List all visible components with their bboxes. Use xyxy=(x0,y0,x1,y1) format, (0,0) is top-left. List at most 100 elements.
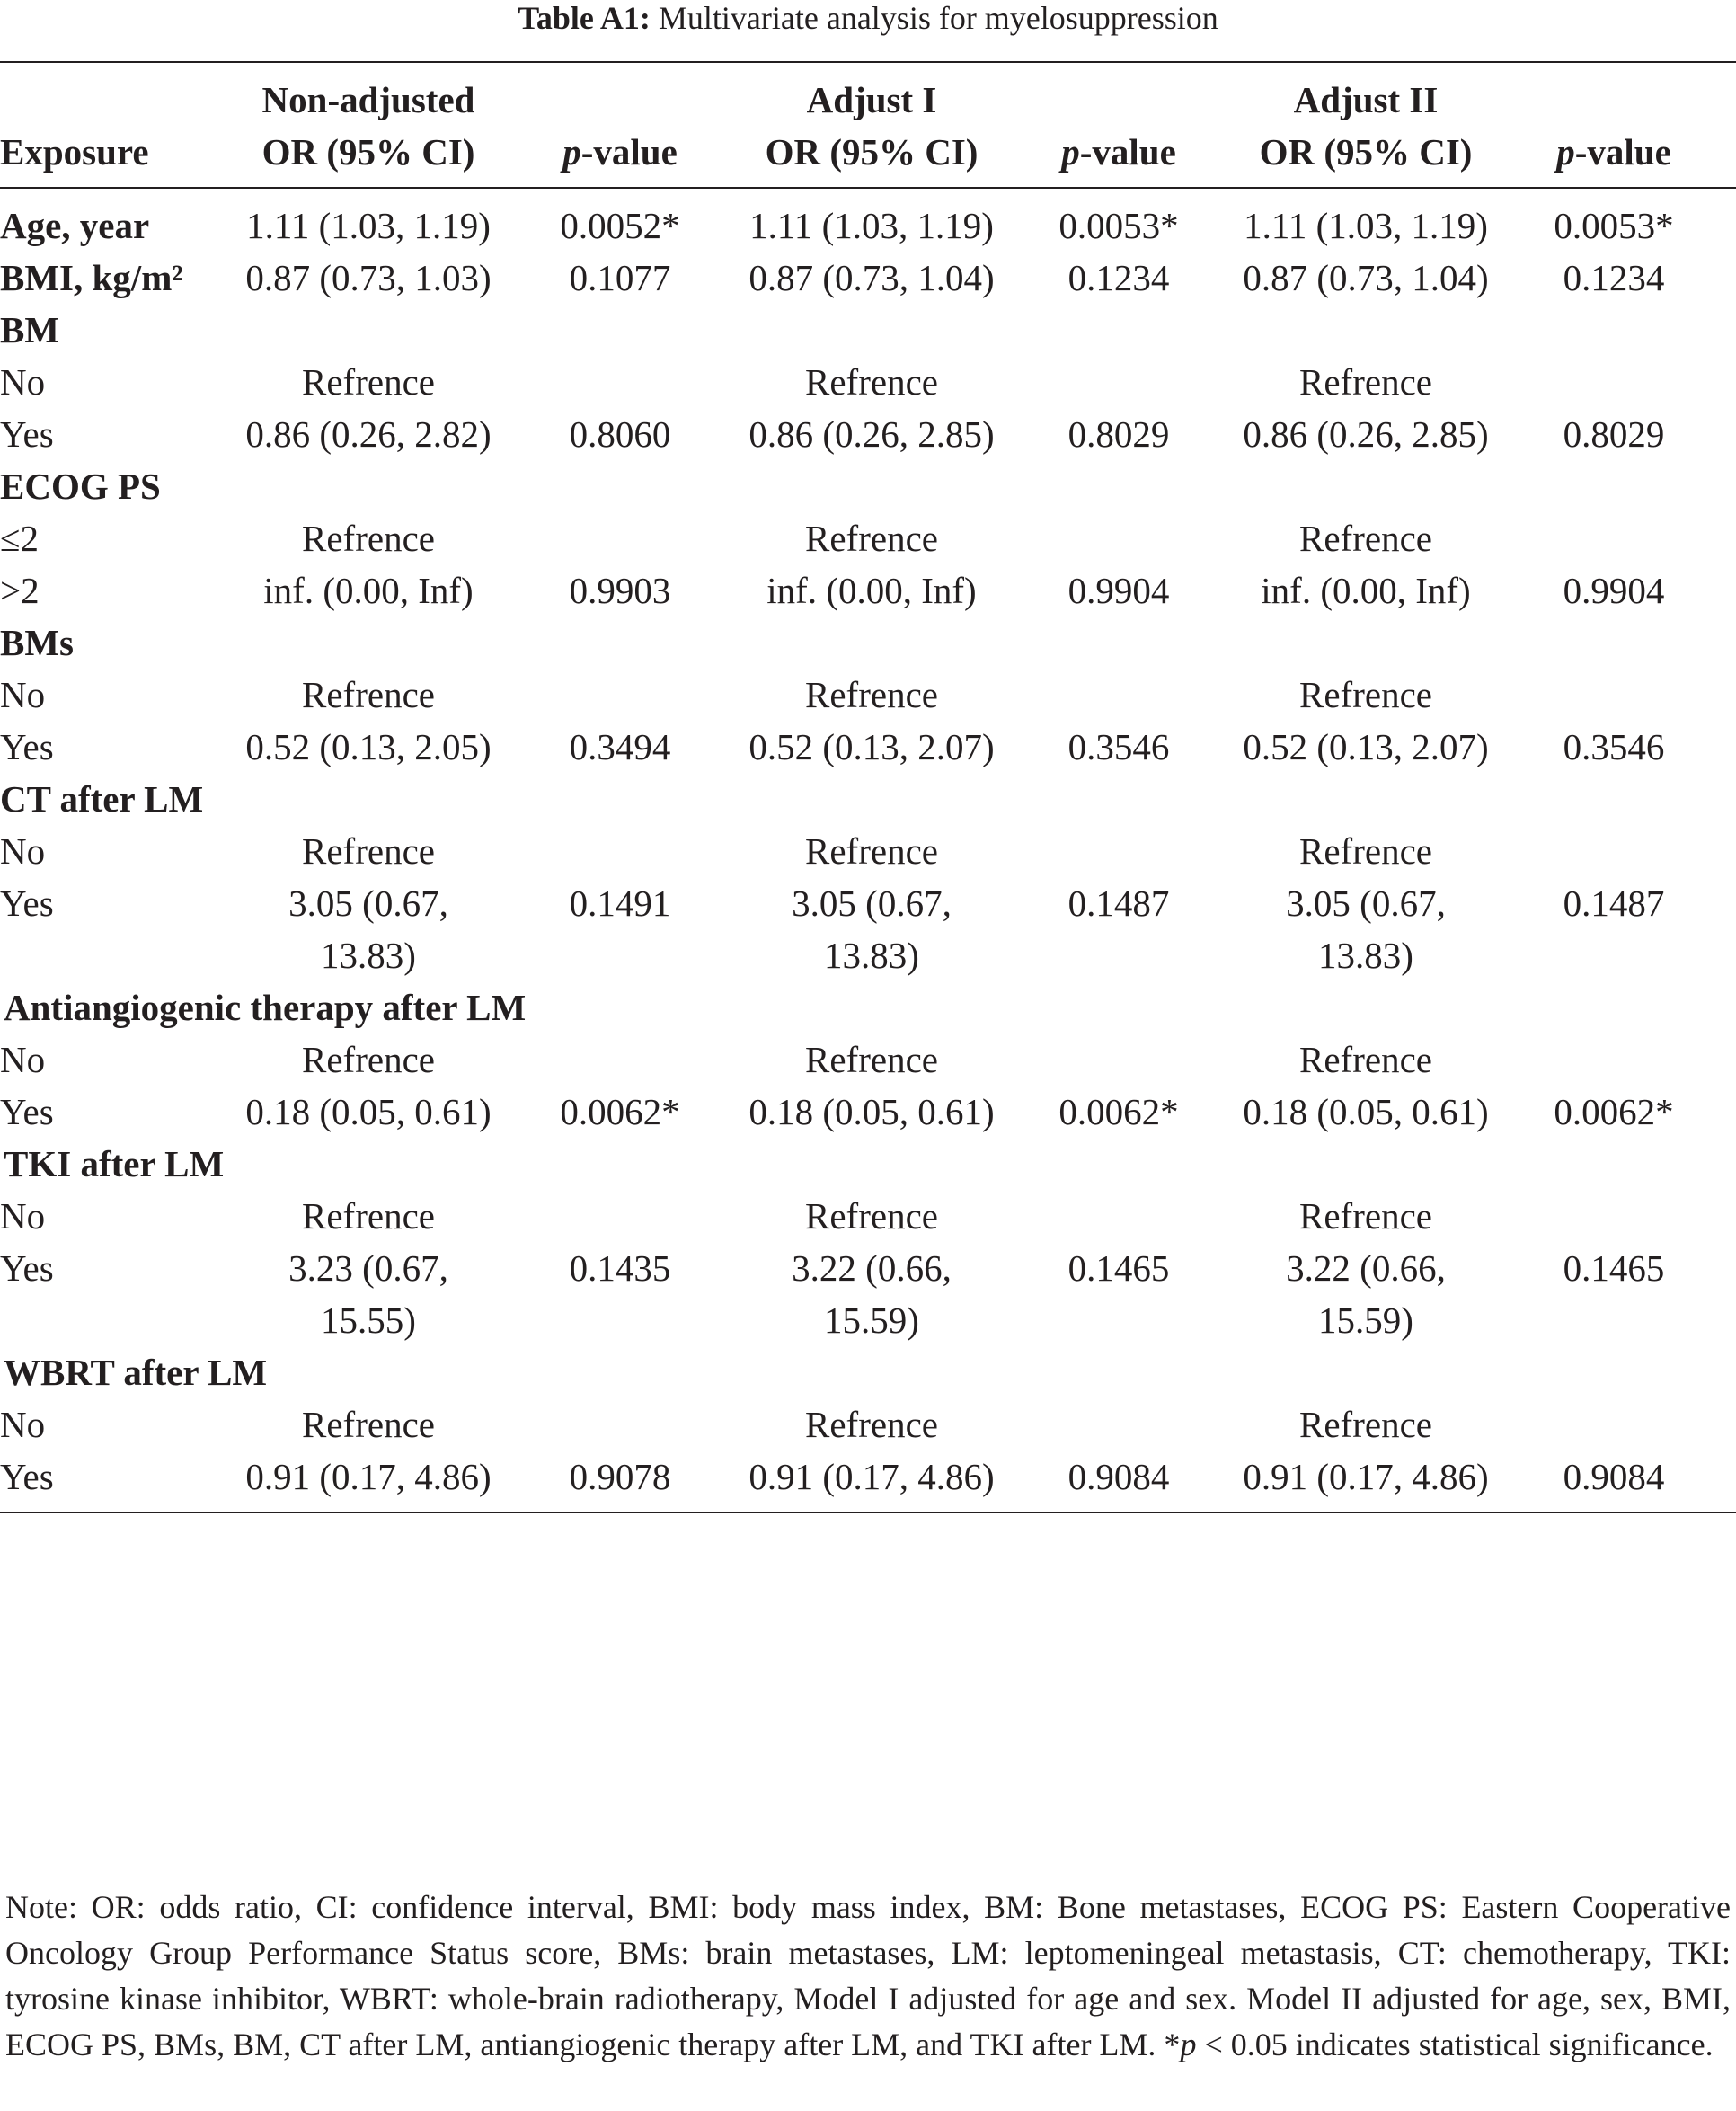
empty-cell xyxy=(494,981,746,1033)
p-value-cell: 0.0062* xyxy=(1058,1091,1179,1132)
header-model2-or: Adjust I OR (95% CI) xyxy=(746,62,997,188)
variable-row: Antiangiogenic therapy after LM xyxy=(0,981,1736,1033)
empty-cell xyxy=(746,460,997,512)
p-value-cell: 0.1487 xyxy=(1067,883,1170,924)
empty-cell xyxy=(997,460,1240,512)
empty-cell xyxy=(746,1138,997,1190)
empty-cell xyxy=(1240,616,1492,669)
header-model3-or: Adjust II OR (95% CI) xyxy=(1240,62,1492,188)
variable-label: BMI, kg/m² xyxy=(0,257,183,298)
odds-ratio-cell: 3.05 (0.67, 13.83) xyxy=(288,883,448,976)
variable-row: WBRT after LM xyxy=(0,1346,1736,1398)
empty-cell xyxy=(243,616,494,669)
results-table: Exposure Non-adjusted OR (95% CI) p-valu… xyxy=(0,61,1736,1513)
level-label: No xyxy=(0,1195,46,1237)
p-value-cell: 0.1077 xyxy=(569,257,671,298)
empty-cell xyxy=(243,460,494,512)
empty-cell xyxy=(997,981,1240,1033)
header-model2-title: Adjust I xyxy=(806,79,937,120)
variable-label: Age, year xyxy=(0,205,150,246)
header-model3-p: p-value xyxy=(1556,131,1671,173)
p-value-cell: 0.3546 xyxy=(1563,726,1665,767)
level-row: No Refrence Refrence Refrence xyxy=(0,1190,1736,1242)
p-value-cell: 0.1491 xyxy=(569,883,671,924)
p-value-cell: 0.1465 xyxy=(1563,1247,1665,1289)
empty-cell xyxy=(1240,460,1492,512)
p-value-cell xyxy=(997,1190,1240,1242)
level-label: Yes xyxy=(0,413,54,455)
empty-cell xyxy=(494,1346,746,1398)
odds-ratio-cell: Refrence xyxy=(1299,1195,1432,1237)
level-label: No xyxy=(0,361,46,403)
p-value-cell: 0.1465 xyxy=(1067,1247,1170,1289)
empty-cell xyxy=(1240,304,1492,356)
table-caption-text: Multivariate analysis for myelosuppressi… xyxy=(658,0,1218,36)
note-p-symbol: p xyxy=(1180,2027,1197,2062)
odds-ratio-cell: Refrence xyxy=(1299,1039,1432,1080)
odds-ratio-cell: 3.22 (0.66, 15.59) xyxy=(1286,1247,1446,1341)
p-value-cell: 0.9904 xyxy=(1563,570,1665,611)
odds-ratio-cell: Refrence xyxy=(302,1404,435,1445)
level-row: >2 inf. (0.00, Inf) 0.9903 inf. (0.00, Inf)… xyxy=(0,564,1736,616)
level-row: Yes 0.18 (0.05, 0.61) 0.0062* 0.18 (0.05, 0… xyxy=(0,1086,1736,1138)
odds-ratio-cell: Refrence xyxy=(805,674,938,715)
odds-ratio-cell: 0.91 (0.17, 4.86) xyxy=(748,1456,995,1497)
level-label: Yes xyxy=(0,1091,54,1132)
empty-cell xyxy=(494,773,746,825)
variable-label: CT after LM xyxy=(0,778,204,820)
p-value-cell xyxy=(494,1398,746,1450)
p-value-cell xyxy=(997,825,1240,877)
level-row: Yes 0.91 (0.17, 4.86) 0.9078 0.91 (0.17, 4.… xyxy=(0,1450,1736,1512)
empty-cell xyxy=(997,304,1240,356)
empty-cell xyxy=(1492,616,1736,669)
level-label: Yes xyxy=(0,726,54,767)
level-label: Yes xyxy=(0,1247,54,1289)
odds-ratio-cell: inf. (0.00, Inf) xyxy=(1261,570,1471,611)
header-model1-or: Non-adjusted OR (95% CI) xyxy=(243,62,494,188)
p-value-cell xyxy=(1492,356,1736,408)
odds-ratio-cell: 3.22 (0.66, 15.59) xyxy=(792,1247,952,1341)
level-row: No Refrence Refrence Refrence xyxy=(0,356,1736,408)
odds-ratio-cell: inf. (0.00, Inf) xyxy=(766,570,977,611)
odds-ratio-cell: 0.91 (0.17, 4.86) xyxy=(245,1456,492,1497)
empty-cell xyxy=(1492,981,1736,1033)
empty-cell xyxy=(746,1346,997,1398)
level-row: No Refrence Refrence Refrence xyxy=(0,825,1736,877)
odds-ratio-cell: 0.87 (0.73, 1.03) xyxy=(245,257,492,298)
empty-cell xyxy=(1240,773,1492,825)
odds-ratio-cell: 0.87 (0.73, 1.04) xyxy=(1243,257,1489,298)
p-value-cell xyxy=(997,1033,1240,1086)
header-model1-p: p-value xyxy=(562,131,678,173)
p-value-cell: 0.8029 xyxy=(1563,413,1665,455)
header-model3-or-label: OR (95% CI) xyxy=(1259,131,1473,173)
variable-row: TKI after LM xyxy=(0,1138,1736,1190)
odds-ratio-cell: 3.05 (0.67, 13.83) xyxy=(792,883,952,976)
empty-cell xyxy=(1492,304,1736,356)
variable-label: BM xyxy=(0,309,60,350)
table-caption: Table A1: Multivariate analysis for myel… xyxy=(0,0,1736,36)
odds-ratio-cell: 0.87 (0.73, 1.04) xyxy=(748,257,995,298)
p-value-cell: 0.1435 xyxy=(569,1247,671,1289)
p-value-cell: 0.9084 xyxy=(1067,1456,1170,1497)
odds-ratio-cell: Refrence xyxy=(805,1404,938,1445)
p-value-cell xyxy=(494,1033,746,1086)
odds-ratio-cell: 3.05 (0.67, 13.83) xyxy=(1286,883,1446,976)
empty-cell xyxy=(746,304,997,356)
odds-ratio-cell: 0.52 (0.13, 2.07) xyxy=(1243,726,1489,767)
odds-ratio-cell: Refrence xyxy=(302,674,435,715)
odds-ratio-cell: Refrence xyxy=(1299,518,1432,559)
empty-cell xyxy=(243,1346,494,1398)
odds-ratio-cell: 0.91 (0.17, 4.86) xyxy=(1243,1456,1489,1497)
p-value-cell: 0.0062* xyxy=(560,1091,680,1132)
level-label: No xyxy=(0,674,46,715)
level-row: Yes 0.86 (0.26, 2.82) 0.8060 0.86 (0.26, 2.… xyxy=(0,408,1736,460)
empty-cell xyxy=(997,773,1240,825)
odds-ratio-cell: Refrence xyxy=(302,1039,435,1080)
empty-cell xyxy=(997,1138,1240,1190)
empty-cell xyxy=(494,1138,746,1190)
variable-row: BMs xyxy=(0,616,1736,669)
empty-cell xyxy=(494,460,746,512)
variable-row: Age, year 1.11 (1.03, 1.19) 0.0052* 1.11 (1… xyxy=(0,188,1736,252)
odds-ratio-cell: 3.23 (0.67, 15.55) xyxy=(288,1247,448,1341)
variable-label: BMs xyxy=(0,622,74,663)
